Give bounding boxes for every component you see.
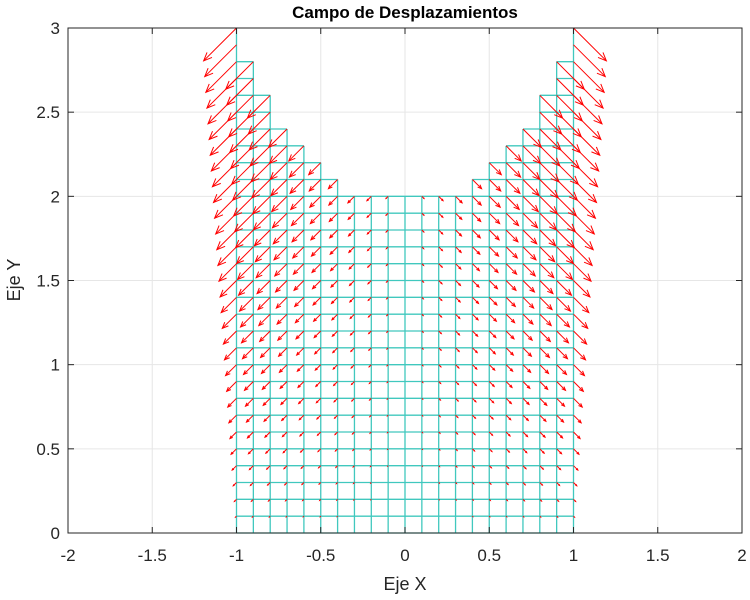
- x-tick-label: -1: [229, 546, 244, 565]
- x-tick-label: -0.5: [306, 546, 335, 565]
- x-tick-label: 1: [569, 546, 578, 565]
- x-tick-label: 0.5: [477, 546, 501, 565]
- y-tick-label: 0.5: [36, 440, 60, 459]
- x-tick-label: 1.5: [646, 546, 670, 565]
- y-axis-label: Eje Y: [4, 259, 24, 302]
- y-tick-label: 0: [51, 524, 60, 543]
- x-tick-label: 0: [400, 546, 409, 565]
- chart-title: Campo de Desplazamientos: [292, 3, 518, 22]
- displacement-arrows: [202, 27, 608, 519]
- x-axis-label: Eje X: [383, 574, 426, 594]
- y-tick-label: 1.5: [36, 272, 60, 291]
- y-axis-ticks: 0 0.5 1 1.5 2 2.5 3: [36, 19, 742, 543]
- x-tick-label: -1.5: [138, 546, 167, 565]
- x-tick-label: -2: [60, 546, 75, 565]
- y-tick-label: 2.5: [36, 103, 60, 122]
- y-tick-label: 1: [51, 356, 60, 375]
- x-axis-ticks: -2 -1.5 -1 -0.5 0 0.5 1 1.5 2: [60, 28, 747, 565]
- y-tick-label: 3: [51, 19, 60, 38]
- x-tick-label: 2: [737, 546, 746, 565]
- y-tick-label: 2: [51, 187, 60, 206]
